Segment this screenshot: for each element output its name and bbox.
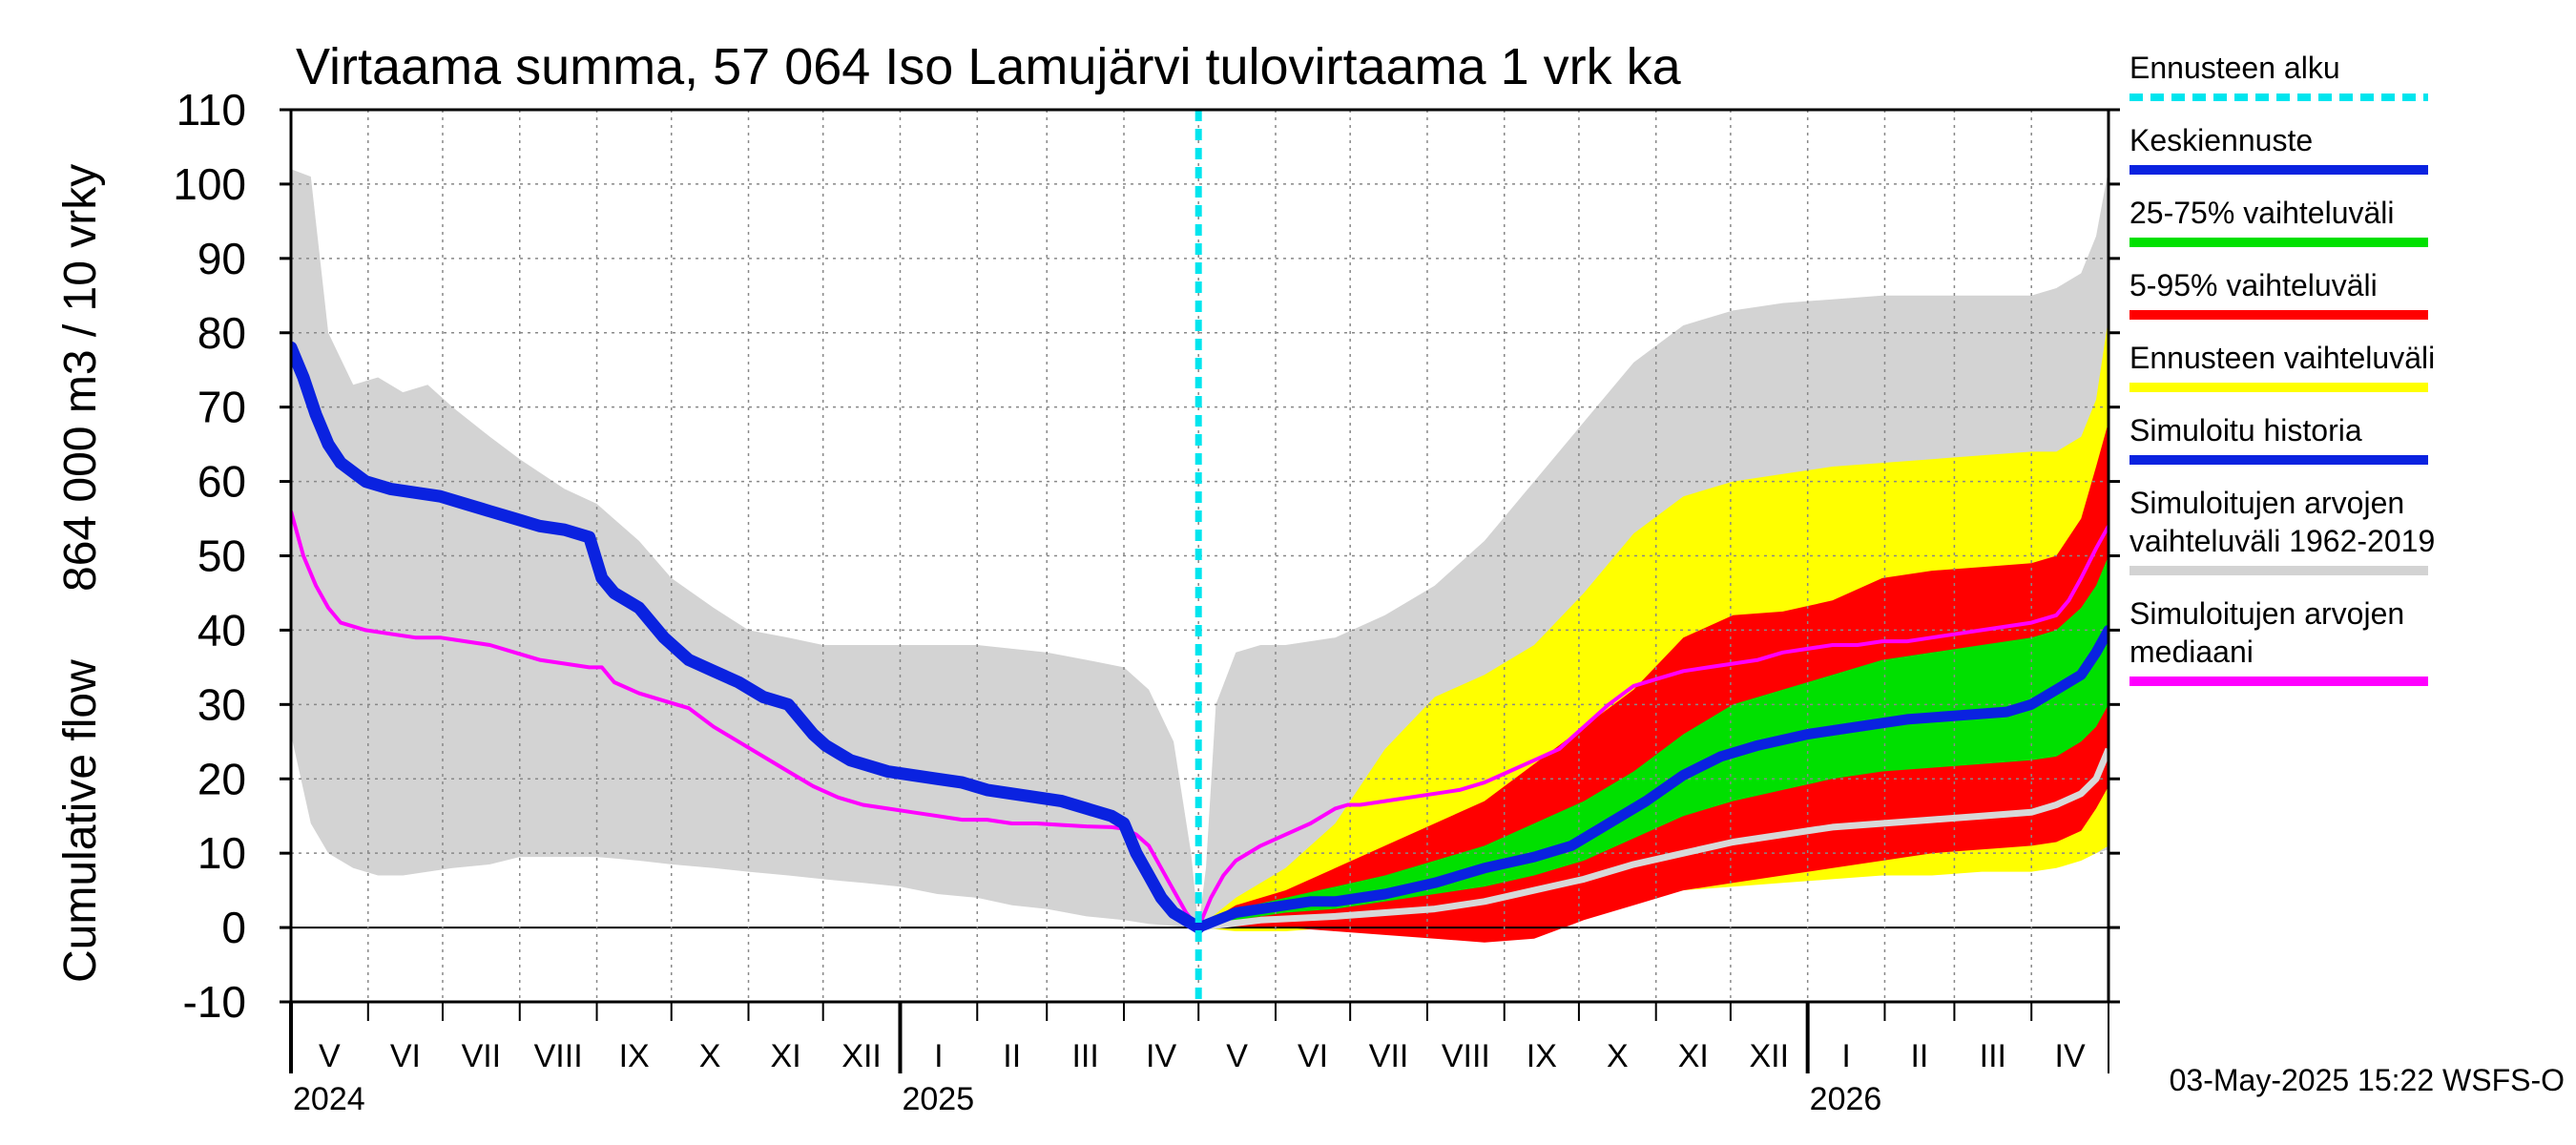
legend-label: 25-75% vaihteluväli: [2129, 196, 2395, 230]
month-label: VII: [462, 1038, 502, 1074]
month-label: V: [1226, 1038, 1248, 1074]
mean-forecast-line: [1193, 624, 2109, 933]
month-label: II: [1910, 1038, 1928, 1074]
legend-label: Simuloitu historia: [2129, 413, 2362, 448]
legend-label: Keskiennuste: [2129, 123, 2313, 157]
legend-label: vaihteluväli 1962-2019: [2129, 524, 2435, 558]
month-label: X: [1607, 1038, 1629, 1074]
year-label: 2024: [293, 1081, 365, 1117]
month-label: XII: [841, 1038, 882, 1074]
month-label: III: [1980, 1038, 2006, 1074]
y-tick-label: 60: [197, 457, 246, 507]
footer-timestamp: 03-May-2025 15:22 WSFS-O: [2170, 1063, 2565, 1097]
month-label: IV: [1146, 1038, 1176, 1074]
month-label: VII: [1369, 1038, 1409, 1074]
legend-label: mediaani: [2129, 635, 2254, 669]
legend: Ennusteen alku Keskiennuste 25-75% vaihtel…: [2129, 51, 2435, 686]
x-axis-layer: V VI VII VIII IX X XI XII I II III IV V VI VII VIII IX X X…: [289, 1002, 2109, 1117]
month-label: IV: [2055, 1038, 2086, 1074]
simulated-history-line: [291, 341, 1205, 934]
month-label: II: [1003, 1038, 1021, 1074]
y-tick-label: 20: [197, 754, 246, 803]
legend-label: 5-95% vaihteluväli: [2129, 268, 2378, 302]
month-label: IX: [1527, 1038, 1557, 1074]
month-label: V: [319, 1038, 341, 1074]
month-label: III: [1071, 1038, 1098, 1074]
month-label: VIII: [1442, 1038, 1490, 1074]
line-layer: [291, 341, 2109, 934]
y-tick-label: 70: [197, 383, 246, 432]
y-tick-label: 80: [197, 308, 246, 358]
y-tick-label: 10: [197, 828, 246, 878]
y-tick-label: -10: [183, 977, 246, 1027]
month-label: VI: [1298, 1038, 1328, 1074]
month-label: XII: [1749, 1038, 1789, 1074]
legend-label: Simuloitujen arvojen: [2129, 596, 2404, 631]
y-tick-label: 0: [221, 903, 246, 952]
y-tick-label: 30: [197, 679, 246, 729]
band-layer: [291, 169, 2109, 943]
legend-label: Ennusteen vaihteluväli: [2129, 341, 2435, 375]
historical-median-line: [291, 510, 2109, 930]
y-tick-label: 90: [197, 234, 246, 283]
historical-median-forecast-line: [1197, 747, 2109, 931]
month-label: I: [934, 1038, 943, 1074]
legend-label: Ennusteen alku: [2129, 51, 2340, 85]
month-label: XI: [771, 1038, 801, 1074]
legend-label: Simuloitujen arvojen: [2129, 486, 2404, 520]
y-tick-layer: -10 0 10 20 30 40 50 60 70 80 90 100 110: [173, 85, 2120, 1027]
month-label: XI: [1678, 1038, 1709, 1074]
y-tick-label: 40: [197, 605, 246, 655]
month-label: VIII: [534, 1038, 583, 1074]
month-label: X: [699, 1038, 721, 1074]
y-axis-label-secondary: 864 000 m3 / 10 vrky: [55, 164, 106, 592]
y-tick-label: 50: [197, 531, 246, 581]
month-label: I: [1841, 1038, 1850, 1074]
chart-title: Virtaama summa, 57 064 Iso Lamujärvi tul…: [296, 38, 1682, 95]
band-5-95: [1198, 422, 2109, 943]
band-25-75: [1198, 555, 2109, 928]
month-label: IX: [619, 1038, 650, 1074]
y-tick-label: 100: [173, 159, 246, 209]
month-label: VI: [390, 1038, 421, 1074]
y-tick-label: 110: [177, 85, 246, 135]
year-label: 2025: [902, 1081, 974, 1117]
y-axis-label-primary: Cumulative flow: [55, 659, 106, 983]
year-label: 2026: [1810, 1081, 1882, 1117]
